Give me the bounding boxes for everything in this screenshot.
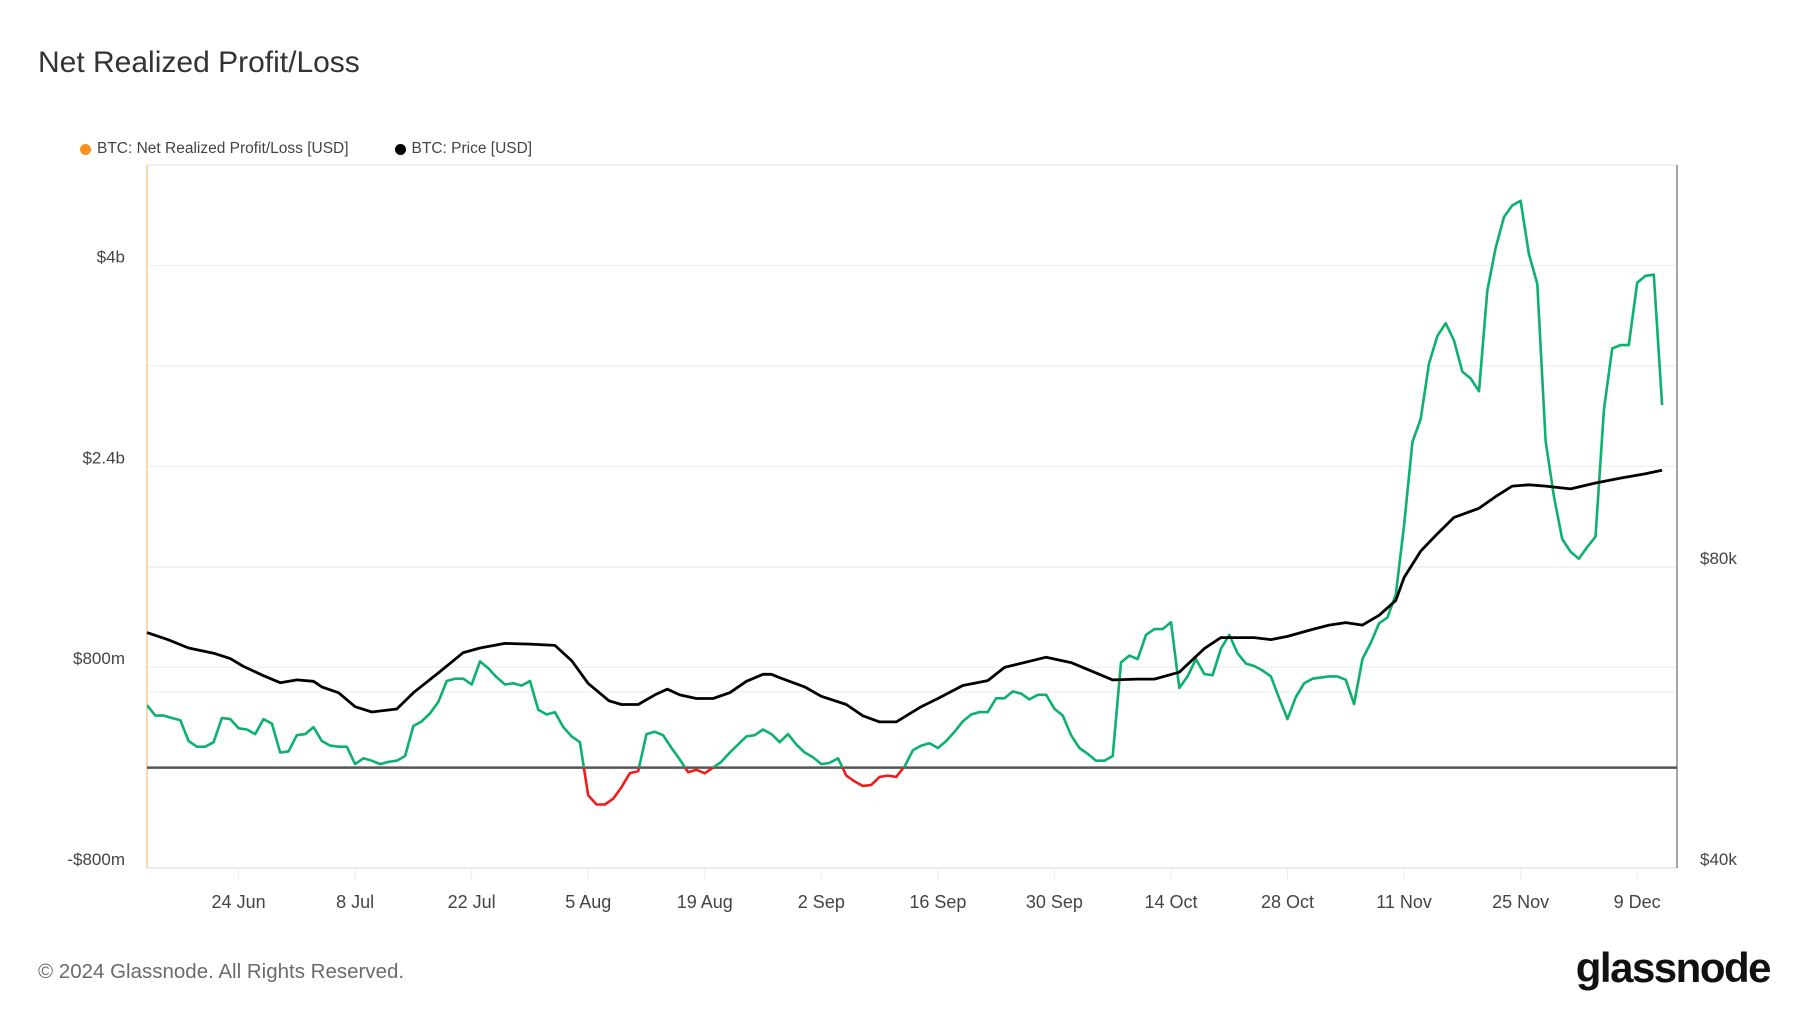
legend-item-nrpl[interactable]: BTC: Net Realized Profit/Loss [USD] bbox=[80, 140, 349, 158]
y-left-tick-label: -$800m bbox=[67, 850, 125, 869]
legend-dot-price bbox=[394, 143, 406, 155]
x-tick-label: 2 Sep bbox=[798, 892, 845, 912]
legend: BTC: Net Realized Profit/Loss [USD] BTC:… bbox=[80, 140, 532, 158]
x-tick-label: 24 Jun bbox=[212, 892, 266, 912]
gridlines bbox=[147, 264, 1677, 769]
glassnode-logo: glassnode bbox=[1575, 944, 1772, 991]
copyright-footer: © 2024 Glassnode. All Rights Reserved. bbox=[38, 960, 405, 983]
x-tick-label: 30 Sep bbox=[1026, 892, 1083, 912]
series-group bbox=[146, 199, 1664, 806]
legend-item-price[interactable]: BTC: Price [USD] bbox=[394, 140, 533, 158]
x-tick-label: 11 Nov bbox=[1376, 892, 1432, 912]
x-tick-label: 9 Dec bbox=[1614, 892, 1661, 912]
legend-label-price: BTC: Price [USD] bbox=[411, 140, 533, 157]
x-tick-label: 16 Sep bbox=[909, 892, 966, 912]
nrpl-profit-line bbox=[147, 199, 1664, 768]
y-left-tick-label: $2.4b bbox=[82, 448, 125, 467]
x-tick-label: 8 Jul bbox=[336, 892, 374, 912]
x-tick-label: 5 Aug bbox=[565, 892, 611, 912]
y-axis-left: -$800m $800m $2.4b $4b bbox=[67, 247, 125, 869]
chart-title: Net Realized Profit/Loss bbox=[38, 46, 360, 79]
y-left-tick-label: $800m bbox=[73, 649, 125, 668]
y-axis-right: $40k $80k bbox=[1700, 549, 1737, 869]
legend-label-nrpl: BTC: Net Realized Profit/Loss [USD] bbox=[97, 140, 349, 157]
y-right-tick-label: $40k bbox=[1700, 850, 1737, 869]
x-axis: 24 Jun 8 Jul 22 Jul 5 Aug 19 Aug 2 Sep 16 Sep 3… bbox=[212, 868, 1661, 912]
nrpl-loss-line bbox=[582, 767, 906, 806]
x-tick-label: 28 Oct bbox=[1261, 892, 1314, 912]
y-left-tick-label: $4b bbox=[97, 247, 125, 266]
price-line bbox=[146, 468, 1663, 724]
x-tick-label: 22 Jul bbox=[448, 892, 496, 912]
x-tick-label: 25 Nov bbox=[1492, 892, 1549, 912]
x-tick-label: 19 Aug bbox=[677, 892, 733, 912]
legend-dot-nrpl bbox=[80, 143, 91, 155]
y-right-tick-label: $80k bbox=[1700, 549, 1737, 568]
x-tick-label: 14 Oct bbox=[1144, 892, 1197, 912]
